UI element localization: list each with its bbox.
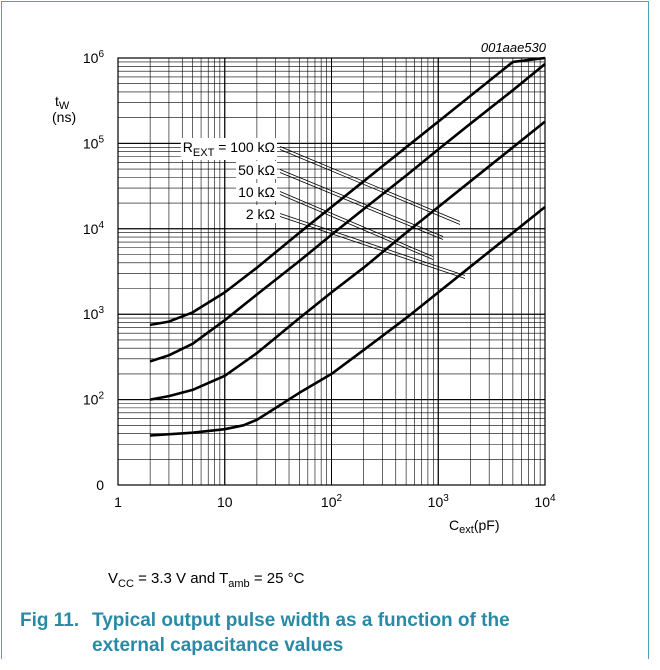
caption-line-2: external capacitance values (92, 635, 344, 656)
chart: REXT = 100 kΩ 50 kΩ 10 kΩ 2 kΩ 1 10 102 103 104… (52, 40, 556, 536)
x-tick-label: 104 (534, 493, 556, 510)
leader-line (279, 172, 444, 240)
caption-line-1: Typical output pulse width as a function… (92, 610, 510, 631)
leader-line (279, 216, 466, 279)
series-line (149, 62, 546, 363)
leader-line (279, 191, 434, 257)
series-line (150, 205, 546, 437)
x-tick-label: 1 (114, 494, 122, 510)
leader-line (279, 213, 466, 276)
series-line (149, 120, 546, 401)
leader-line (279, 169, 444, 237)
leader-line (279, 149, 461, 225)
y-tick-label: 103 (83, 305, 105, 322)
series-label: 10 kΩ (238, 184, 275, 200)
x-tick-label: 102 (321, 493, 343, 510)
series-label-background (180, 138, 277, 160)
chart-grid (117, 57, 546, 486)
y-axis-unit: (ns) (52, 109, 76, 125)
label-leaders (279, 146, 466, 279)
y-tick-label: 104 (83, 220, 105, 237)
y-tick-label: 105 (83, 134, 105, 151)
figure-frame (1, 1, 649, 659)
x-tick-label: 103 (428, 493, 450, 510)
leader-line (279, 146, 461, 222)
series-line (149, 56, 546, 327)
x-tick-label: 10 (217, 494, 233, 510)
figure-number: Fig 11. (20, 610, 80, 631)
y-tick-label: 0 (96, 477, 104, 493)
y-tick-label: 102 (83, 391, 105, 408)
series-label: 2 kΩ (246, 206, 275, 222)
tick-labels: 1 10 102 103 104 0 102 103 104 105 106 (83, 49, 556, 510)
y-axis-label: tW (55, 93, 70, 112)
plot-border (117, 57, 546, 486)
figure-caption: Fig 11. Typical output pulse width as a f… (20, 608, 640, 658)
series-label: REXT = 100 kΩ (183, 139, 275, 159)
leader-line (279, 194, 434, 260)
series-label-background (236, 183, 277, 201)
test-conditions: VCC = 3.3 V and Tamb = 25 °C (108, 570, 305, 590)
y-tick-label: 106 (83, 49, 105, 66)
chart-curves (149, 56, 546, 437)
series-label-background (243, 205, 277, 223)
series-label: 50 kΩ (238, 162, 275, 178)
x-axis-label: Cext(pF) (449, 517, 499, 536)
series-label-background (236, 161, 277, 179)
figure-code: 001aae530 (481, 40, 547, 55)
series-labels: REXT = 100 kΩ 50 kΩ 10 kΩ 2 kΩ (180, 138, 277, 223)
